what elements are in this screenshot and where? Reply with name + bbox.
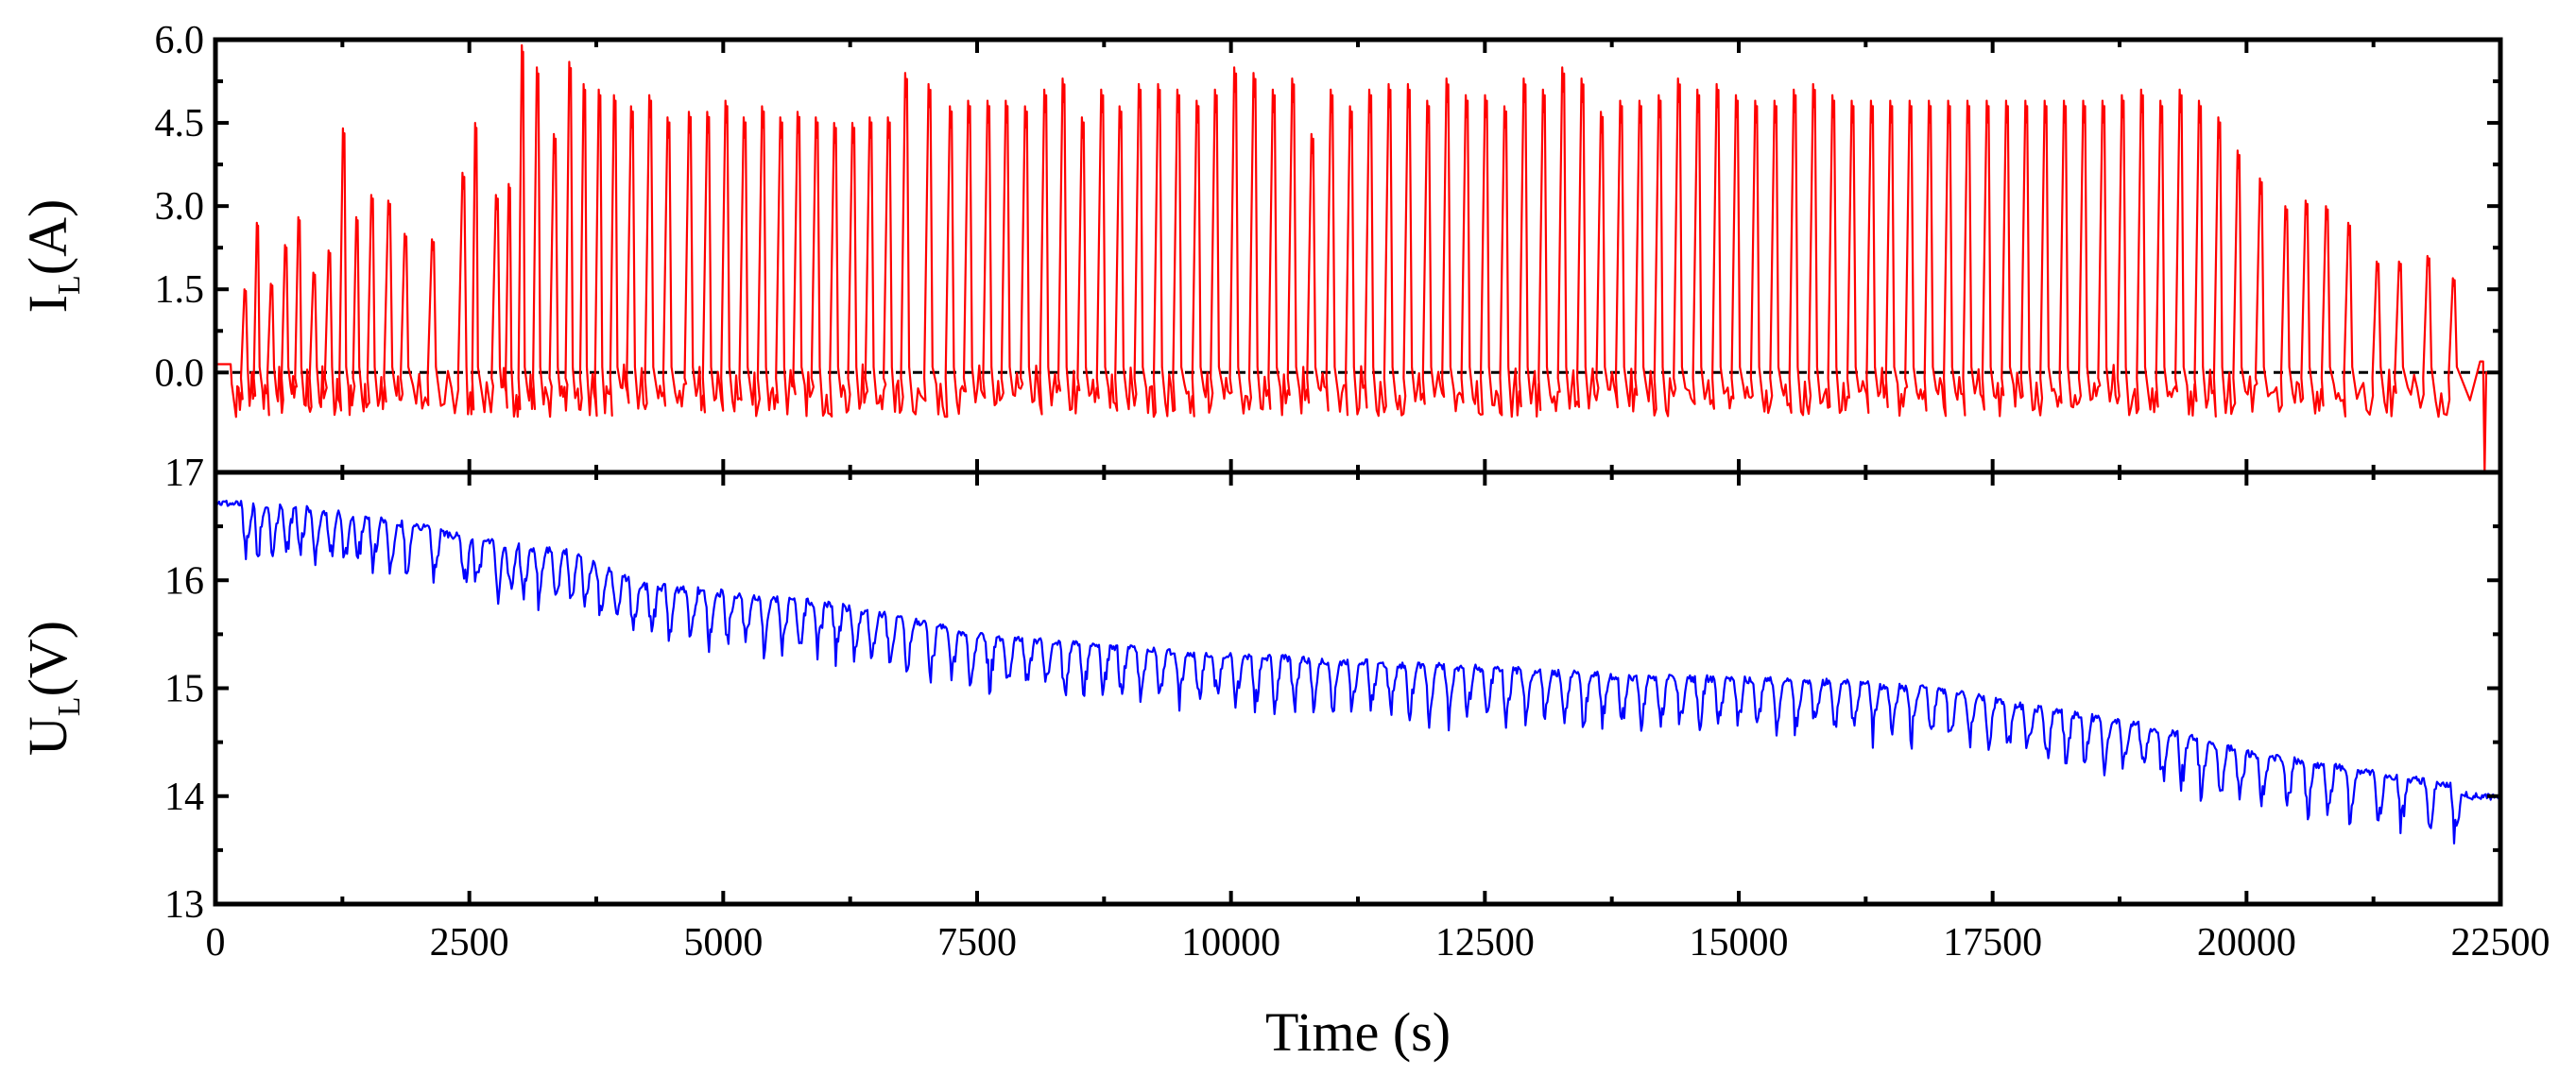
x-tick-label: 5000	[683, 921, 763, 965]
x-tick-label: 20000	[2197, 921, 2296, 965]
current-trace	[215, 43, 2500, 474]
x-tick-label: 15000	[1690, 921, 1789, 965]
y-tick-label-voltage: 15	[164, 668, 204, 711]
y-tick-label-voltage: 16	[164, 559, 204, 603]
voltage-axis-subscript: L	[52, 696, 87, 716]
voltage-trace	[215, 499, 2502, 845]
voltage-panel: 13 14 15 16 17 UL(V)	[17, 452, 2503, 927]
x-tick-label: 12500	[1435, 921, 1535, 965]
voltage-axis-title: UL(V)	[17, 621, 87, 756]
y-tick-label-current: 0.0	[155, 351, 205, 395]
x-tick-label: 2500	[430, 921, 509, 965]
current-panel: 0.0 1.5 3.0 4.5 6.0 IL(A)	[17, 19, 2503, 475]
y-tick-label-current: 6.0	[155, 19, 205, 62]
y-tick-label-current: 4.5	[155, 102, 205, 145]
y-tick-label-voltage: 17	[164, 452, 204, 495]
time-axis: 0 2500 5000 7500 10000 12500 15000 17500 20000 22…	[206, 40, 2550, 1063]
y-tick-label-current: 3.0	[155, 185, 205, 229]
current-axis-symbol: I	[17, 295, 78, 313]
y-tick-label-voltage: 14	[164, 776, 204, 819]
x-axis-title: Time (s)	[1265, 1001, 1451, 1063]
x-tick-label: 22500	[2451, 921, 2550, 965]
current-axis-title: IL(A)	[17, 199, 87, 314]
current-axis-unit: (A)	[17, 199, 78, 276]
x-tick-label: 17500	[1943, 921, 2042, 965]
y-tick-label-current: 1.5	[155, 268, 205, 312]
voltage-axis-symbol: U	[17, 716, 78, 756]
y-tick-label-voltage: 13	[164, 883, 204, 927]
x-tick-label: 0	[206, 921, 226, 965]
voltage-plot-frame	[213, 470, 2503, 907]
x-tick-label: 10000	[1181, 921, 1280, 965]
current-axis-subscript: L	[52, 275, 87, 295]
x-tick-label: 7500	[937, 921, 1017, 965]
voltage-axis-unit: (V)	[17, 621, 78, 697]
